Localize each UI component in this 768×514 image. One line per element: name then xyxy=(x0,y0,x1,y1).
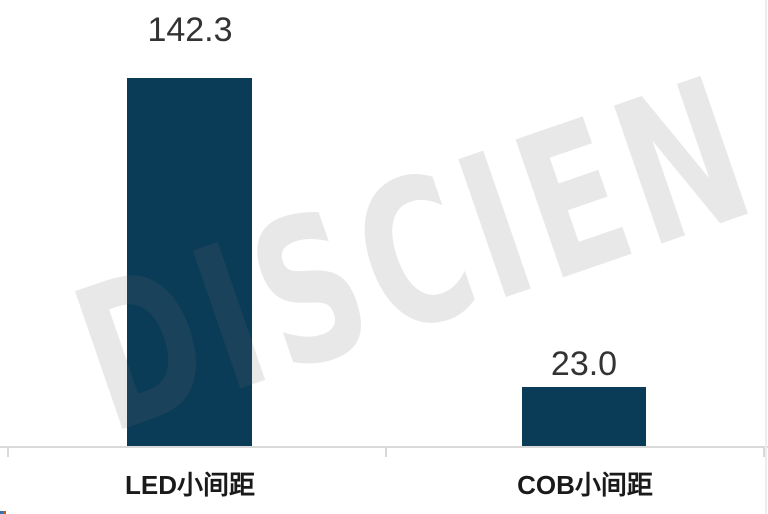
bar-led-pitch xyxy=(127,78,252,446)
category-label-cob: COB小间距 xyxy=(517,470,653,500)
category-label-led: LED小间距 xyxy=(124,470,255,500)
value-label-cob: 23.0 xyxy=(550,345,618,383)
bar-cob-pitch xyxy=(522,387,646,446)
x-axis-tick-right xyxy=(763,448,765,457)
x-axis-tick-left xyxy=(7,448,9,457)
corner-pixel-artifact-blue xyxy=(0,511,3,514)
x-axis-line xyxy=(0,446,768,448)
x-axis-tick-middle xyxy=(385,448,387,457)
image-right-border xyxy=(765,0,767,514)
value-label-led: 142.3 xyxy=(147,11,233,49)
corner-pixel-artifact-orange xyxy=(3,511,6,514)
